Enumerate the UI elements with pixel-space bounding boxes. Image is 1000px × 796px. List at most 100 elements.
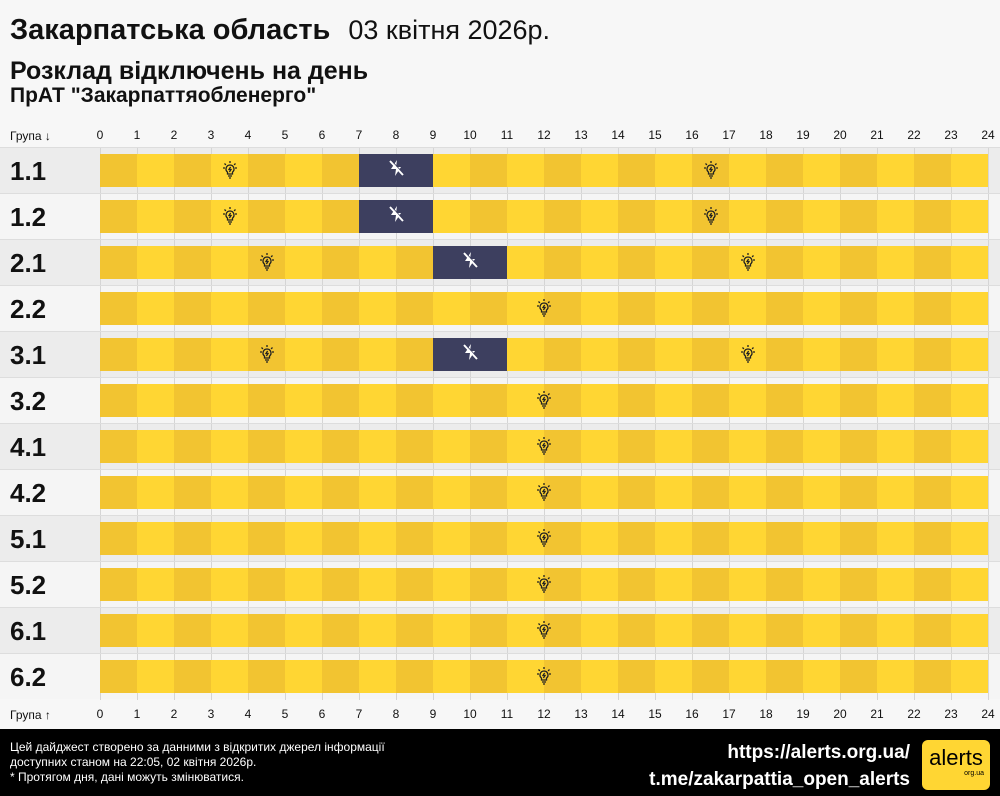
outage-block[interactable]: [433, 338, 507, 371]
group-row: 1.2: [0, 193, 1000, 240]
power-on-hour: [285, 154, 322, 187]
power-on-hour: [951, 660, 988, 693]
schedule-bar: [100, 200, 988, 233]
power-on-hour: [840, 476, 877, 509]
power-on-hour: [766, 614, 803, 647]
hour-tick: 0: [96, 707, 104, 721]
power-on-hour: [729, 154, 766, 187]
power-on-hour: [433, 200, 470, 233]
footer-note: Цей дайджест створено за данними з відкр…: [10, 740, 385, 754]
power-on-hour: [803, 430, 840, 463]
power-on-hour: [174, 660, 211, 693]
site-link[interactable]: https://alerts.org.ua/: [727, 742, 910, 763]
power-on-hour: [396, 660, 433, 693]
power-on-hour: [396, 430, 433, 463]
power-on-hour: [396, 292, 433, 325]
power-on-hour: [803, 200, 840, 233]
power-on-hour: [248, 430, 285, 463]
power-on-hour: [507, 292, 544, 325]
group-sort-label[interactable]: Група ↓: [10, 129, 51, 143]
hour-gridline: [988, 424, 989, 470]
power-on-hour: [396, 614, 433, 647]
power-on-hour: [951, 384, 988, 417]
power-on-hour: [211, 430, 248, 463]
hour-tick: 21: [870, 707, 884, 721]
date: 03 квітня 2026р.: [348, 15, 551, 45]
power-on-hour: [692, 292, 729, 325]
lightbulb-icon: [535, 528, 553, 553]
power-on-hour: [137, 522, 174, 555]
power-on-hour: [100, 246, 137, 279]
hour-tick: 13: [574, 707, 588, 721]
power-on-hour: [655, 200, 692, 233]
power-on-hour: [470, 384, 507, 417]
hour-axis-top: Група ↓ 0 1 2 3 4 5 6 7 8 9 10 11 12 13 14 15 16 17 18 19 20…: [0, 124, 1000, 148]
lightbulb-icon: [535, 390, 553, 415]
power-on-hour: [248, 154, 285, 187]
power-on-hour: [544, 384, 581, 417]
power-on-hour: [914, 246, 951, 279]
power-on-hour: [137, 246, 174, 279]
power-on-hour: [359, 430, 396, 463]
power-on-hour: [285, 660, 322, 693]
outage-block[interactable]: [433, 246, 507, 279]
power-on-hour: [581, 660, 618, 693]
power-on-hour: [137, 614, 174, 647]
power-on-hour: [840, 522, 877, 555]
power-on-hour: [359, 384, 396, 417]
outage-block[interactable]: [359, 154, 433, 187]
power-on-hour: [322, 338, 359, 371]
power-on-hour: [507, 154, 544, 187]
power-on-hour: [655, 660, 692, 693]
power-on-hour: [544, 154, 581, 187]
power-on-hour: [507, 246, 544, 279]
power-on-hour: [692, 568, 729, 601]
power-on-hour: [692, 660, 729, 693]
power-on-hour: [211, 246, 248, 279]
power-on-hour: [692, 476, 729, 509]
telegram-link[interactable]: t.me/zakarpattia_open_alerts: [649, 769, 910, 790]
power-on-hour: [692, 246, 729, 279]
power-on-hour: [100, 154, 137, 187]
power-on-hour: [803, 522, 840, 555]
lightbulb-icon: [702, 206, 720, 231]
hour-gridline: [988, 562, 989, 608]
power-on-hour: [840, 154, 877, 187]
alerts-logo: alerts org.ua: [922, 740, 990, 790]
power-on-hour: [359, 660, 396, 693]
power-on-hour: [914, 154, 951, 187]
schedule-bar: [100, 384, 988, 417]
power-on-hour: [322, 660, 359, 693]
power-on-hour: [729, 200, 766, 233]
group-label: 4.2: [10, 478, 47, 508]
power-on-hour: [655, 568, 692, 601]
power-on-hour: [433, 568, 470, 601]
power-on-hour: [544, 614, 581, 647]
power-on-hour: [914, 568, 951, 601]
lightbulb-icon: [535, 298, 553, 323]
hour-tick: 8: [392, 707, 400, 721]
hour-tick: 9: [429, 128, 437, 142]
outage-block[interactable]: [359, 200, 433, 233]
power-on-hour: [322, 614, 359, 647]
power-on-hour: [211, 384, 248, 417]
group-label: 1.2: [10, 202, 47, 232]
power-on-hour: [951, 614, 988, 647]
power-on-hour: [729, 522, 766, 555]
power-on-hour: [655, 430, 692, 463]
power-on-hour: [248, 568, 285, 601]
power-on-hour: [618, 292, 655, 325]
group-sort-label[interactable]: Група ↑: [10, 708, 51, 722]
power-on-hour: [174, 246, 211, 279]
power-on-hour: [840, 292, 877, 325]
power-on-hour: [618, 430, 655, 463]
power-on-hour: [914, 614, 951, 647]
hour-tick: 20: [833, 128, 847, 142]
hour-gridline: [988, 240, 989, 286]
hour-tick: 1: [133, 128, 141, 142]
power-on-hour: [914, 522, 951, 555]
power-on-hour: [248, 200, 285, 233]
hour-tick: 21: [870, 128, 884, 142]
power-on-hour: [100, 476, 137, 509]
power-on-hour: [618, 200, 655, 233]
